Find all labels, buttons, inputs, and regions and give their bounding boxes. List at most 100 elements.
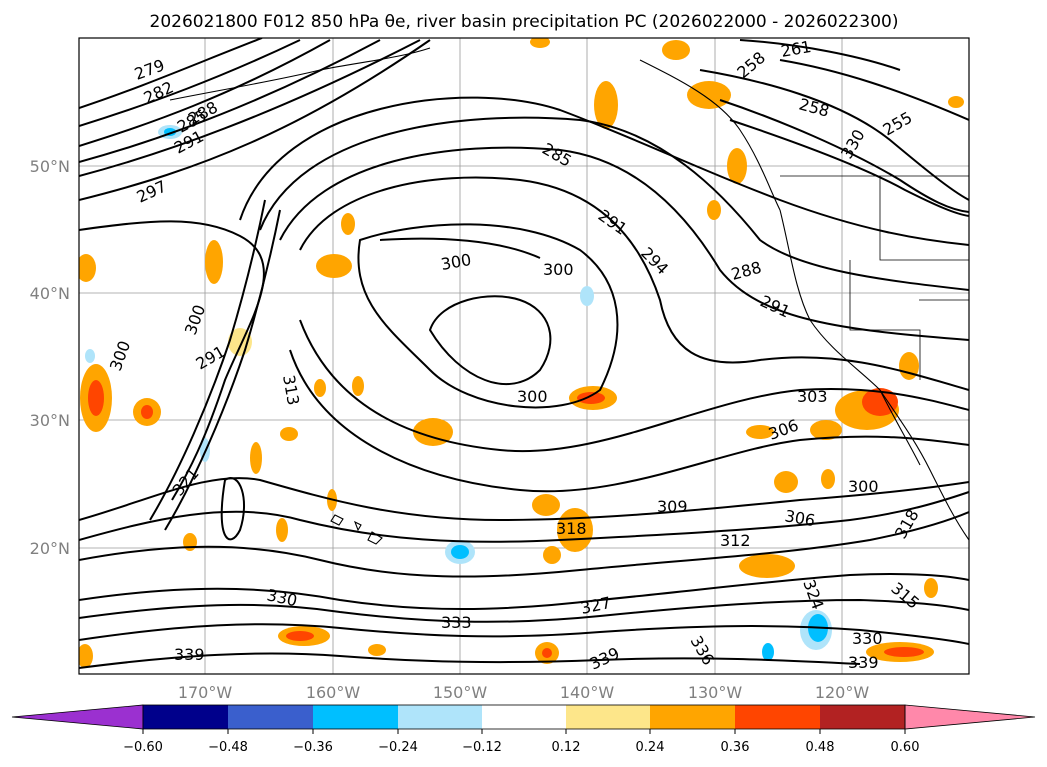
isoline-279 xyxy=(79,38,263,109)
precip-blob xyxy=(746,425,774,439)
isoline-339 xyxy=(79,652,861,669)
isoline-288-b xyxy=(259,116,969,291)
isoline-312 xyxy=(79,491,969,543)
colorbar-extend-high xyxy=(904,704,1036,730)
precip-blob xyxy=(594,81,618,129)
contour-label: 330 xyxy=(852,629,883,648)
precip-blob xyxy=(542,648,552,658)
precip-blob xyxy=(276,518,288,542)
colorbar-swatch xyxy=(228,705,313,729)
precip-blob xyxy=(316,254,352,278)
colorbar-tick-label: −0.24 xyxy=(378,740,418,755)
colorbar-tick-label: −0.48 xyxy=(208,740,248,755)
isoline-303 xyxy=(299,319,969,453)
theta-e-contours xyxy=(79,38,969,669)
colorbar-tick-label: 0.12 xyxy=(552,740,581,755)
precip-blob xyxy=(662,40,690,60)
precip-blob xyxy=(762,643,774,661)
precip-shading xyxy=(79,38,964,668)
colorbar-tick-label: 0.36 xyxy=(721,740,750,755)
precip-blob xyxy=(280,427,298,441)
colorbar-tick-label: 0.24 xyxy=(636,740,665,755)
colorbar-swatch xyxy=(650,705,735,729)
colorbar-swatch xyxy=(143,705,228,729)
precip-blob xyxy=(532,494,560,516)
isoline-282 xyxy=(79,39,301,127)
isoline-nw-loop xyxy=(379,237,541,259)
precip-blob xyxy=(924,578,938,598)
precip-blob xyxy=(79,254,96,282)
contour-label: 300 xyxy=(543,260,574,279)
colorbar-tick-label: −0.12 xyxy=(462,740,502,755)
isoline-tight-1 xyxy=(719,99,969,213)
precip-blob xyxy=(79,644,93,668)
precip-blob xyxy=(250,442,262,474)
isoline-255 xyxy=(779,59,969,121)
lon-label: 140°W xyxy=(560,683,615,702)
isoline-309 xyxy=(79,477,969,521)
map-frame xyxy=(78,37,970,675)
isoline-291 xyxy=(79,39,421,177)
precip-blob xyxy=(451,545,469,559)
lon-label: 130°W xyxy=(688,683,743,702)
map-background xyxy=(79,38,969,674)
precip-blob xyxy=(739,554,795,578)
precip-blob xyxy=(774,471,798,493)
isoline-288 xyxy=(79,39,381,163)
isoline-300-inner xyxy=(429,295,552,386)
contour-label: 333 xyxy=(441,613,472,632)
colorbar-swatch xyxy=(313,705,398,729)
colorbar-swatch xyxy=(398,705,482,729)
precip-blob xyxy=(577,392,605,404)
precip-blob xyxy=(341,213,355,235)
isoline-330 xyxy=(79,599,969,623)
lon-label: 170°W xyxy=(178,683,233,702)
contour-label: 339 xyxy=(174,645,205,664)
isoline-300-loop xyxy=(357,223,619,409)
precip-blob xyxy=(85,349,95,363)
contour-label: 318 xyxy=(556,519,587,538)
colorbar-swatch xyxy=(735,705,820,729)
precip-blob xyxy=(862,388,898,416)
isoline-333 xyxy=(79,623,969,645)
contour-label: 312 xyxy=(720,531,751,550)
precip-blob xyxy=(413,418,453,446)
contour-label: 309 xyxy=(657,497,688,516)
isoline-hawaii xyxy=(220,477,246,541)
precip-blob xyxy=(884,647,924,657)
precip-blob xyxy=(530,38,550,48)
colorbar-swatch xyxy=(482,705,566,729)
precip-blob xyxy=(810,420,842,440)
contour-label: 300 xyxy=(517,387,548,406)
contour-label: 303 xyxy=(797,387,828,406)
isoline-306 xyxy=(289,349,969,493)
us-state-borders xyxy=(849,176,969,380)
precip-blob xyxy=(821,469,835,489)
latitude-labels: 50°N 40°N 30°N 20°N xyxy=(30,157,70,558)
precip-blob xyxy=(314,379,326,397)
isoline-318 xyxy=(79,511,969,578)
lon-label: 120°W xyxy=(815,683,870,702)
isoline-291-b xyxy=(279,146,969,341)
colorbar: −0.60 −0.48 −0.36 −0.24 −0.12 0.12 0.24 … xyxy=(11,704,1036,755)
precip-blob xyxy=(948,96,964,108)
precip-blob xyxy=(899,352,919,380)
colorbar-swatch xyxy=(566,705,650,729)
lat-label: 20°N xyxy=(30,539,70,558)
precip-blob xyxy=(286,631,314,641)
isoline-285-b xyxy=(239,96,969,246)
precip-blob xyxy=(543,546,561,564)
precip-blob xyxy=(727,148,747,184)
lon-label: 160°W xyxy=(306,683,361,702)
isoline-294 xyxy=(299,176,969,391)
precip-blob xyxy=(205,240,223,284)
coastlines xyxy=(169,47,969,545)
colorbar-tick-label: −0.36 xyxy=(293,740,333,755)
precip-blob xyxy=(352,376,364,396)
isoline-285 xyxy=(79,39,331,147)
map-title: 2026021800 F012 850 hPa θe, river basin … xyxy=(150,12,899,32)
isoline-258 xyxy=(699,69,969,201)
lat-label: 40°N xyxy=(30,284,70,303)
contour-label: 300 xyxy=(848,477,879,496)
precip-blob xyxy=(707,200,721,220)
